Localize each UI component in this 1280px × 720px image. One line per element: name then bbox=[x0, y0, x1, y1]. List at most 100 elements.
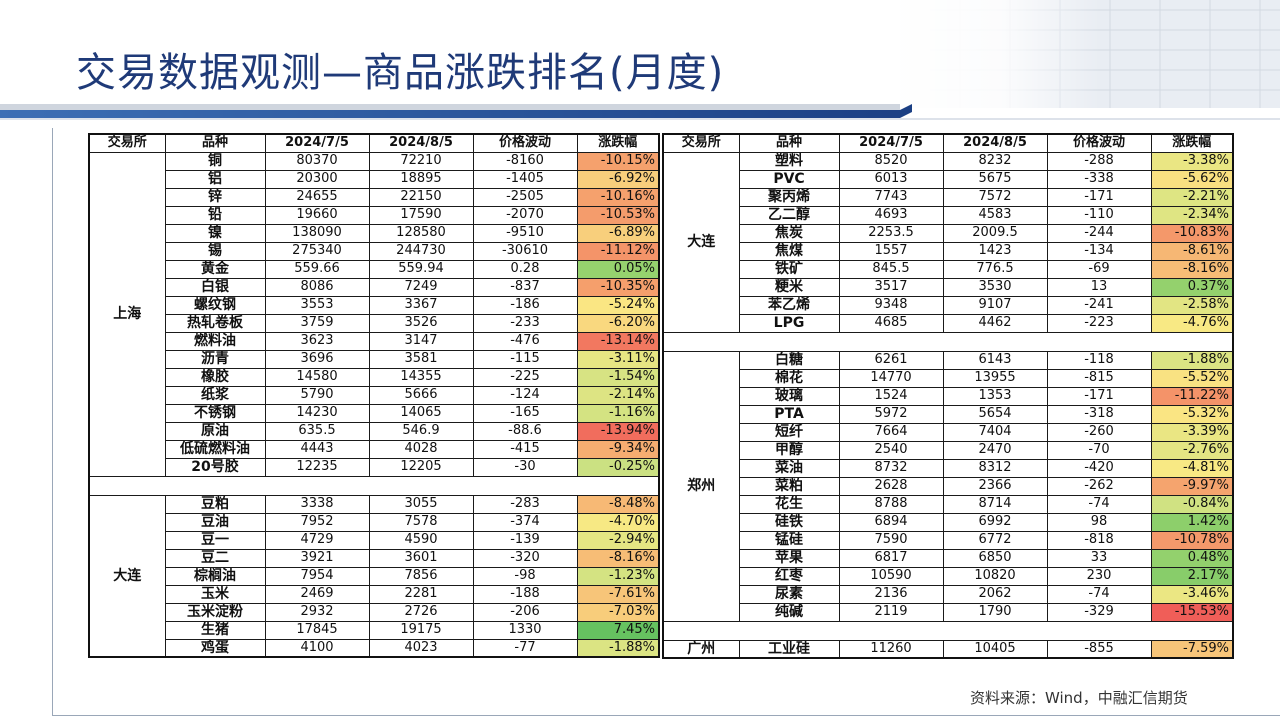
price-change-cell: -338 bbox=[1046, 169, 1152, 189]
price-date1-cell: 2253.5 bbox=[838, 223, 944, 243]
price-change-cell: -118 bbox=[1046, 350, 1152, 370]
table-row: 短纤 7664 7404 -260 -3.39% bbox=[663, 422, 1234, 442]
variety-cell: 玻璃 bbox=[738, 386, 840, 406]
table-row: 红枣 10590 10820 230 2.17% bbox=[663, 566, 1234, 586]
variety-cell: 橡胶 bbox=[164, 367, 266, 387]
price-change-cell: -186 bbox=[472, 295, 578, 315]
price-date1-cell: 7954 bbox=[264, 566, 370, 586]
price-change-cell: -855 bbox=[1046, 639, 1152, 659]
price-change-cell: -225 bbox=[472, 367, 578, 387]
table-row: 橡胶 14580 14355 -225 -1.54% bbox=[89, 367, 660, 387]
table-row: 低硫燃料油 4443 4028 -415 -9.34% bbox=[89, 439, 660, 459]
table-row: 螺纹钢 3553 3367 -186 -5.24% bbox=[89, 295, 660, 315]
table-row: 广州 工业硅 11260 10405 -855 -7.59% bbox=[662, 639, 1234, 659]
table-row: 锰硅 7590 6772 -818 -10.78% bbox=[663, 530, 1234, 550]
pct-change-cell: 7.45% bbox=[576, 620, 660, 640]
price-date2-cell: 10820 bbox=[942, 566, 1048, 586]
variety-cell: 豆粕 bbox=[164, 494, 266, 514]
table-row: 豆一 4729 4590 -139 -2.94% bbox=[89, 530, 660, 550]
pct-change-cell: -8.48% bbox=[576, 494, 660, 514]
price-date2-cell: 128580 bbox=[368, 223, 474, 243]
price-date1-cell: 2932 bbox=[264, 602, 370, 622]
price-date2-cell: 5654 bbox=[942, 404, 1048, 424]
variety-cell: 棉花 bbox=[738, 368, 840, 388]
variety-cell: 玉米淀粉 bbox=[164, 602, 266, 622]
variety-cell: 红枣 bbox=[738, 566, 840, 586]
variety-cell: 铝 bbox=[164, 169, 266, 189]
price-date1-cell: 3759 bbox=[264, 313, 370, 333]
price-change-cell: -818 bbox=[1046, 530, 1152, 550]
price-date1-cell: 3623 bbox=[264, 331, 370, 351]
pct-change-cell: -3.11% bbox=[576, 349, 660, 369]
price-change-cell: -1405 bbox=[472, 169, 578, 189]
price-change-cell: -318 bbox=[1046, 404, 1152, 424]
price-change-cell: -2070 bbox=[472, 205, 578, 225]
price-date2-cell: 559.94 bbox=[368, 259, 474, 279]
pct-change-cell: -7.61% bbox=[576, 584, 660, 604]
variety-cell: 纯碱 bbox=[738, 602, 840, 622]
price-date2-cell: 17590 bbox=[368, 205, 474, 225]
price-date2-cell: 5666 bbox=[368, 385, 474, 405]
pct-change-cell: 1.42% bbox=[1150, 512, 1234, 532]
pct-change-cell: -5.24% bbox=[576, 295, 660, 315]
table-row: 豆油 7952 7578 -374 -4.70% bbox=[89, 512, 660, 532]
price-change-cell: -30610 bbox=[472, 241, 578, 261]
price-date1-cell: 3553 bbox=[264, 295, 370, 315]
variety-cell: 甲醇 bbox=[738, 440, 840, 460]
pct-change-cell: -9.34% bbox=[576, 439, 660, 459]
price-date1-cell: 4100 bbox=[264, 638, 370, 658]
variety-cell: 镍 bbox=[164, 223, 266, 243]
pct-change-cell: 0.37% bbox=[1150, 277, 1234, 297]
table-row: 玻璃 1524 1353 -171 -11.22% bbox=[663, 386, 1234, 406]
price-change-cell: -171 bbox=[1046, 386, 1152, 406]
price-change-cell: 0.28 bbox=[472, 259, 578, 279]
variety-cell: 鸡蛋 bbox=[164, 638, 266, 658]
variety-cell: PTA bbox=[738, 404, 840, 424]
separator-cell bbox=[88, 475, 660, 496]
price-date1-cell: 3338 bbox=[264, 494, 370, 514]
exchange-cell: 大连 bbox=[662, 151, 740, 333]
variety-cell: 沥青 bbox=[164, 349, 266, 369]
table-row: 苯乙烯 9348 9107 -241 -2.58% bbox=[663, 295, 1234, 315]
price-change-cell: -320 bbox=[472, 548, 578, 568]
price-date2-cell: 4462 bbox=[942, 313, 1048, 333]
price-date2-cell: 9107 bbox=[942, 295, 1048, 315]
table-row: 燃料油 3623 3147 -476 -13.14% bbox=[89, 331, 660, 351]
price-change-cell: -139 bbox=[472, 530, 578, 550]
price-date1-cell: 9348 bbox=[838, 295, 944, 315]
price-change-cell: -9510 bbox=[472, 223, 578, 243]
price-date1-cell: 2136 bbox=[838, 584, 944, 604]
price-change-cell: -88.6 bbox=[472, 421, 578, 441]
price-change-cell: -77 bbox=[472, 638, 578, 658]
table-row: 纸浆 5790 5666 -124 -2.14% bbox=[89, 385, 660, 405]
table-row: 玉米淀粉 2932 2726 -206 -7.03% bbox=[89, 602, 660, 622]
price-change-cell: -288 bbox=[1046, 151, 1152, 171]
variety-cell: 白糖 bbox=[738, 350, 840, 370]
exchange-cell: 上海 bbox=[88, 151, 166, 477]
price-change-cell: -260 bbox=[1046, 422, 1152, 442]
price-date1-cell: 2469 bbox=[264, 584, 370, 604]
price-date2-cell: 18895 bbox=[368, 169, 474, 189]
pct-change-cell: -13.94% bbox=[576, 421, 660, 441]
variety-cell: 纸浆 bbox=[164, 385, 266, 405]
price-date2-cell: 3055 bbox=[368, 494, 474, 514]
price-date1-cell: 7952 bbox=[264, 512, 370, 532]
price-date1-cell: 6013 bbox=[838, 169, 944, 189]
table-row: 聚丙烯 7743 7572 -171 -2.21% bbox=[663, 187, 1234, 207]
table-row: 郑州 白糖 6261 6143 -118 -1.88% bbox=[662, 350, 1234, 622]
price-date2-cell: 3147 bbox=[368, 331, 474, 351]
table-row: 白银 8086 7249 -837 -10.35% bbox=[89, 277, 660, 297]
price-date1-cell: 20300 bbox=[264, 169, 370, 189]
price-change-cell: -262 bbox=[1046, 476, 1152, 496]
variety-cell: 花生 bbox=[738, 494, 840, 514]
table-row: 菜油 8732 8312 -420 -4.81% bbox=[663, 458, 1234, 478]
price-change-cell: -74 bbox=[1046, 494, 1152, 514]
price-date2-cell: 244730 bbox=[368, 241, 474, 261]
price-change-cell: -124 bbox=[472, 385, 578, 405]
price-date1-cell: 5790 bbox=[264, 385, 370, 405]
price-date1-cell: 138090 bbox=[264, 223, 370, 243]
price-date1-cell: 845.5 bbox=[838, 259, 944, 279]
price-change-cell: -69 bbox=[1046, 259, 1152, 279]
price-date2-cell: 3581 bbox=[368, 349, 474, 369]
pct-change-cell: -11.22% bbox=[1150, 386, 1234, 406]
